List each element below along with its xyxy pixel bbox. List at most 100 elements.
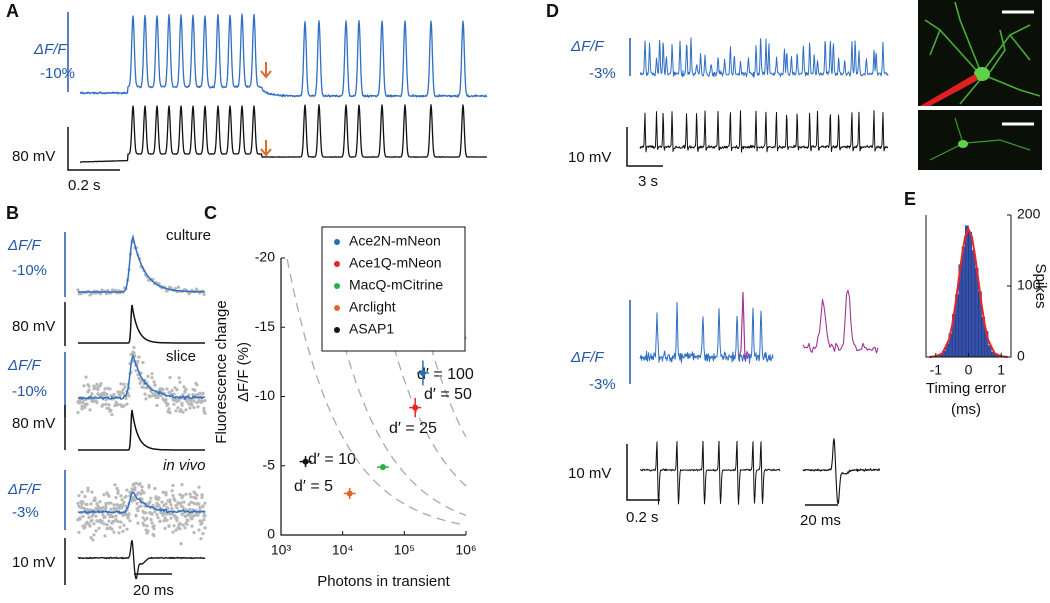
- dot: [113, 288, 118, 292]
- dot: [141, 360, 145, 365]
- dot: [176, 501, 180, 506]
- dot: [136, 509, 140, 513]
- dot: [152, 524, 156, 528]
- dot: [98, 384, 102, 388]
- dot: [176, 406, 180, 410]
- contour: [323, 258, 467, 517]
- dot: [118, 525, 122, 529]
- time-scale: 20 ms: [133, 582, 174, 599]
- dot: [127, 394, 131, 398]
- contour: [409, 258, 467, 438]
- dot: [97, 526, 101, 530]
- dot: [202, 518, 206, 522]
- trace: [79, 13, 488, 98]
- dot: [155, 501, 159, 505]
- dot: [125, 402, 129, 406]
- dot: [81, 400, 85, 404]
- dot: [133, 498, 137, 502]
- dot: [104, 402, 108, 406]
- trace: [77, 491, 206, 515]
- x-tick-label: 10⁶: [455, 542, 476, 558]
- dot: [182, 385, 186, 389]
- dot: [188, 513, 192, 517]
- dot: [150, 512, 154, 516]
- dot: [203, 411, 207, 415]
- dot: [85, 502, 89, 507]
- dot: [119, 520, 123, 524]
- dot: [87, 516, 91, 520]
- dot: [202, 292, 206, 297]
- dff-label: ΔF/F: [7, 237, 41, 254]
- dot: [112, 392, 116, 397]
- dot: [78, 517, 82, 521]
- contour: [286, 258, 467, 526]
- dot: [178, 493, 182, 497]
- dot: [112, 506, 116, 510]
- dot: [113, 483, 117, 487]
- dot: [140, 497, 144, 501]
- dot: [82, 384, 86, 388]
- dff-scale: -10%: [40, 65, 75, 82]
- dot: [203, 514, 207, 518]
- dot: [178, 527, 182, 531]
- dot: [175, 388, 179, 392]
- dot: [124, 494, 128, 499]
- dot: [174, 409, 178, 413]
- dot: [128, 519, 132, 523]
- dot: [119, 494, 123, 498]
- dots: [76, 481, 207, 546]
- dot: [172, 524, 176, 528]
- dot: [175, 516, 179, 520]
- dot: [192, 405, 196, 410]
- trace: [79, 104, 488, 163]
- trace: [639, 440, 781, 505]
- dot: [158, 519, 162, 524]
- dot: [137, 355, 141, 359]
- dot: [199, 537, 203, 541]
- legend-marker: [334, 305, 340, 311]
- dot: [134, 513, 138, 517]
- x-axis-label: Photons in transient: [317, 573, 450, 590]
- dot: [105, 523, 109, 527]
- legend: [321, 226, 466, 352]
- dot: [183, 526, 187, 530]
- dot: [180, 483, 184, 487]
- dot: [197, 502, 201, 506]
- dot: [101, 403, 105, 407]
- dot: [194, 496, 198, 500]
- dot: [188, 507, 192, 511]
- contour-label: d′ = 10: [308, 451, 356, 468]
- dot: [157, 496, 161, 500]
- dot: [150, 372, 154, 376]
- dot: [170, 489, 174, 493]
- dot: [167, 407, 171, 411]
- dot: [98, 500, 102, 504]
- dot: [165, 518, 169, 522]
- dot: [149, 517, 153, 522]
- dff-label: ΔF/F: [7, 481, 41, 498]
- dot: [156, 516, 160, 520]
- dot: [88, 408, 92, 412]
- dot: [132, 346, 136, 350]
- micrograph: [918, 0, 1042, 170]
- trace: [802, 289, 879, 354]
- time-scale: 0.2 s: [68, 177, 101, 194]
- y-axis-label: ΔF/F (%): [235, 342, 252, 402]
- point: [302, 458, 309, 465]
- dff-label: ΔF/F: [570, 38, 604, 55]
- dot: [132, 496, 136, 500]
- dot: [171, 530, 175, 534]
- dot: [163, 516, 167, 520]
- dot: [163, 526, 167, 531]
- dot: [198, 506, 202, 510]
- dot: [87, 384, 91, 388]
- dot: [141, 385, 145, 389]
- bar: [965, 225, 969, 358]
- dot: [142, 523, 146, 527]
- x-tick-label: 10⁵: [394, 542, 415, 558]
- dot: [80, 490, 84, 494]
- trace: [78, 304, 205, 344]
- dot: [201, 392, 205, 396]
- panel-label: B: [6, 203, 19, 223]
- dot: [153, 486, 157, 491]
